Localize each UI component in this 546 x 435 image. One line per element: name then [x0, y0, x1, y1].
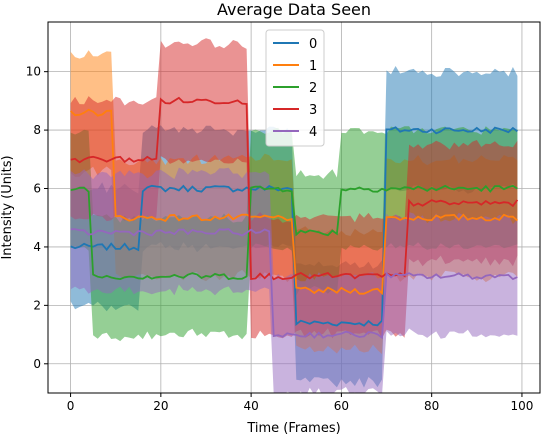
- y-tick-label: 0: [33, 357, 41, 371]
- ticks: 0 20 40 60 80 100 0 2 4 6 8 10: [26, 65, 534, 413]
- x-tick-label: 0: [67, 399, 75, 413]
- legend-label-2: 2: [309, 81, 317, 96]
- y-tick-label: 6: [33, 182, 41, 196]
- x-tick-label: 80: [424, 399, 439, 413]
- x-tick-label: 20: [153, 399, 168, 413]
- legend-label-3: 3: [309, 103, 317, 118]
- y-tick-label: 8: [33, 123, 41, 137]
- series-lines: [69, 96, 519, 340]
- x-tick-label: 40: [243, 399, 258, 413]
- chart-title: Average Data Seen: [217, 0, 371, 19]
- plot-frame: [47, 21, 541, 394]
- y-axis-label: Intensity (Units): [0, 155, 15, 259]
- series-1-line: [69, 108, 518, 296]
- y-tick-label: 10: [26, 65, 41, 79]
- series-4-line: [70, 228, 518, 340]
- y-tick-label: 4: [33, 240, 41, 254]
- series-2-line: [70, 184, 518, 281]
- legend: 0 1 2 3 4: [265, 29, 325, 147]
- legend-label-0: 0: [309, 37, 317, 52]
- legend-label-1: 1: [309, 59, 317, 74]
- x-tick-label: 60: [334, 399, 349, 413]
- x-axis-label: Time (Frames): [246, 421, 340, 435]
- legend-label-4: 4: [309, 125, 317, 140]
- series-3-line: [70, 96, 519, 281]
- x-tick-label: 100: [510, 399, 533, 413]
- y-tick-label: 2: [33, 298, 41, 312]
